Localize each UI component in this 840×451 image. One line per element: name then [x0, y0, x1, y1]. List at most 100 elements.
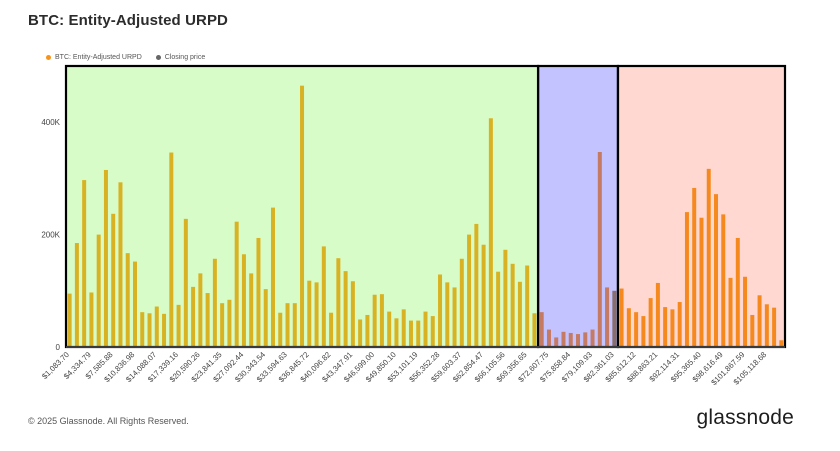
urpd-bar [372, 294, 377, 347]
urpd-bar [605, 287, 610, 347]
urpd-bar [394, 318, 399, 347]
urpd-bar [525, 265, 530, 347]
urpd-bar [626, 308, 631, 347]
legend-urpd-dot-icon [46, 55, 51, 60]
urpd-bar [670, 309, 675, 347]
y-tick-label: 400K [41, 118, 60, 127]
urpd-bar [256, 237, 261, 347]
legend-item-urpd[interactable]: BTC: Entity-Adjusted URPD [46, 54, 142, 61]
urpd-bar [205, 293, 210, 347]
urpd-bar [212, 258, 217, 347]
legend: BTC: Entity-Adjusted URPD Closing price [46, 54, 205, 61]
legend-urpd-label: BTC: Entity-Adjusted URPD [55, 54, 142, 61]
urpd-bar [270, 207, 275, 347]
urpd-bar [546, 329, 551, 347]
glassnode-logo: glassnode [696, 406, 794, 429]
price-region-2 [538, 66, 618, 347]
urpd-bar [503, 249, 508, 347]
urpd-bar [452, 287, 457, 347]
urpd-bar [684, 212, 689, 347]
urpd-bar [358, 319, 363, 347]
urpd-bar [321, 246, 326, 347]
urpd-bar [314, 282, 319, 347]
urpd-bar [118, 182, 123, 347]
urpd-bar [387, 311, 392, 347]
urpd-bar [191, 286, 196, 347]
urpd-bar [198, 273, 203, 347]
urpd-bar [634, 312, 639, 347]
legend-price-dot-icon [155, 55, 161, 60]
urpd-bar [779, 340, 784, 347]
urpd-bar [474, 223, 479, 347]
urpd-bar [532, 313, 537, 347]
urpd-bar [430, 316, 435, 347]
urpd-bar [481, 244, 486, 347]
urpd-bar [663, 307, 668, 347]
urpd-bar [728, 277, 733, 347]
y-tick-label: 0 [56, 343, 61, 352]
urpd-bar [220, 303, 225, 347]
urpd-bar [597, 151, 602, 347]
urpd-bar [89, 292, 94, 347]
urpd-bar [278, 312, 283, 347]
urpd-bar [467, 234, 472, 347]
urpd-bar [285, 303, 290, 347]
y-tick-label: 200K [41, 231, 60, 240]
urpd-bar [82, 180, 87, 347]
urpd-bar [510, 263, 515, 347]
urpd-bar [706, 168, 711, 347]
urpd-bar [343, 271, 348, 347]
urpd-bar [612, 290, 617, 347]
urpd-bar [169, 152, 174, 347]
urpd-bar [307, 280, 312, 347]
urpd-bar [147, 313, 152, 347]
urpd-bar [677, 302, 682, 347]
urpd-bar [699, 217, 704, 347]
urpd-bar [379, 294, 384, 347]
urpd-bar [641, 316, 646, 347]
urpd-bar [539, 312, 544, 347]
urpd-bar [125, 253, 130, 347]
urpd-bar [103, 169, 108, 347]
urpd-bar [648, 298, 653, 347]
urpd-bar [263, 289, 268, 347]
urpd-bar [655, 282, 660, 347]
urpd-bar [241, 254, 246, 347]
urpd-bar [757, 295, 762, 347]
legend-item-closing-price[interactable]: Closing price [155, 54, 205, 61]
urpd-bar [336, 258, 341, 347]
urpd-bar [583, 332, 588, 347]
urpd-bar [438, 274, 443, 347]
urpd-bar [154, 306, 159, 347]
urpd-bar [735, 237, 740, 347]
urpd-bar [408, 320, 413, 347]
urpd-bar [227, 299, 232, 347]
urpd-bar [162, 313, 167, 347]
urpd-bar [750, 314, 755, 347]
urpd-bar [176, 304, 181, 347]
urpd-bar [96, 234, 101, 347]
urpd-bar [554, 337, 559, 347]
urpd-bar [183, 218, 188, 347]
urpd-bar [619, 288, 624, 347]
urpd-bar [401, 309, 406, 347]
urpd-bar [249, 273, 254, 347]
urpd-bar [329, 312, 334, 347]
urpd-bar [445, 282, 450, 347]
urpd-bar [590, 329, 595, 347]
urpd-bar [721, 214, 726, 347]
urpd-bar [67, 293, 72, 347]
urpd-bar [292, 303, 297, 347]
urpd-bar [714, 194, 719, 347]
urpd-bar [772, 307, 777, 347]
urpd-bar [365, 314, 370, 347]
urpd-bar [743, 276, 748, 347]
urpd-bar [416, 320, 421, 347]
urpd-bar [140, 312, 145, 347]
urpd-bar [234, 221, 239, 347]
urpd-bar [350, 281, 355, 347]
urpd-bar [423, 311, 428, 347]
urpd-bar [496, 271, 501, 347]
urpd-bar [568, 332, 573, 347]
